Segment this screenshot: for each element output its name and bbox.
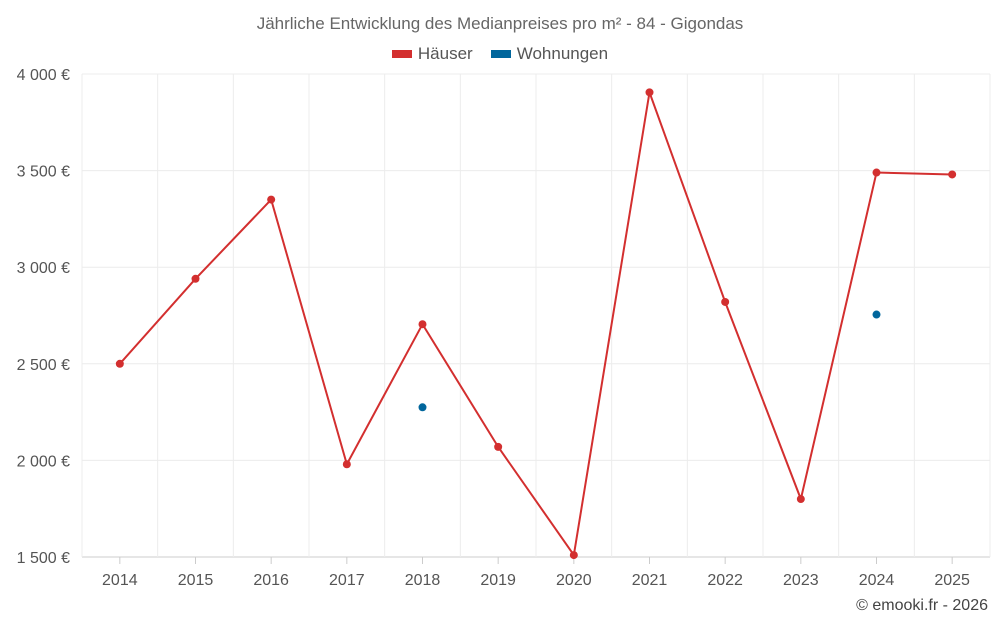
data-point-haeuser [872,168,881,177]
y-tick-label: 3 000 € [17,260,70,277]
data-point-haeuser [796,495,805,504]
copyright-text: © emooki.fr - 2026 [856,597,988,614]
x-tick-label: 2023 [783,572,819,589]
data-point-wohnungen [872,310,881,319]
legend-item-wohnungen[interactable]: Wohnungen [490,44,609,64]
x-tick-label: 2016 [253,572,289,589]
data-point-haeuser [569,551,578,560]
x-tick-label: 2017 [329,572,365,589]
legend-item-haeuser[interactable]: Häuser [391,44,473,64]
data-point-haeuser [267,195,276,204]
legend: Häuser Wohnungen [0,44,1000,64]
y-tick-label: 3 500 € [17,164,70,181]
x-tick-label: 2021 [632,572,668,589]
x-tick-label: 2019 [480,572,516,589]
x-tick-label: 2014 [102,572,138,589]
data-point-haeuser [191,274,200,283]
legend-label-wohnungen: Wohnungen [516,44,609,63]
y-tick-label: 4 000 € [17,67,70,84]
y-tick-label: 2 000 € [17,453,70,470]
x-tick-label: 2015 [178,572,214,589]
data-point-haeuser [115,359,124,368]
data-point-wohnungen [418,403,427,412]
data-point-haeuser [494,442,503,451]
x-tick-label: 2018 [405,572,441,589]
x-tick-label: 2025 [934,572,970,589]
data-point-haeuser [418,320,427,329]
x-tick-label: 2024 [859,572,895,589]
chart-title: Jährliche Entwicklung des Medianpreises … [256,14,744,33]
x-tick-label: 2022 [707,572,743,589]
y-tick-label: 1 500 € [17,550,70,567]
data-point-haeuser [342,460,351,469]
data-point-haeuser [948,170,957,179]
y-tick-label: 2 500 € [17,357,70,374]
x-tick-label: 2020 [556,572,592,589]
legend-swatch-haeuser [391,50,412,58]
legend-swatch-wohnungen [490,50,511,58]
series-line-haeuser [119,88,953,558]
legend-label-haeuser: Häuser [417,44,473,63]
data-point-haeuser [721,297,730,306]
data-point-haeuser [645,88,654,97]
